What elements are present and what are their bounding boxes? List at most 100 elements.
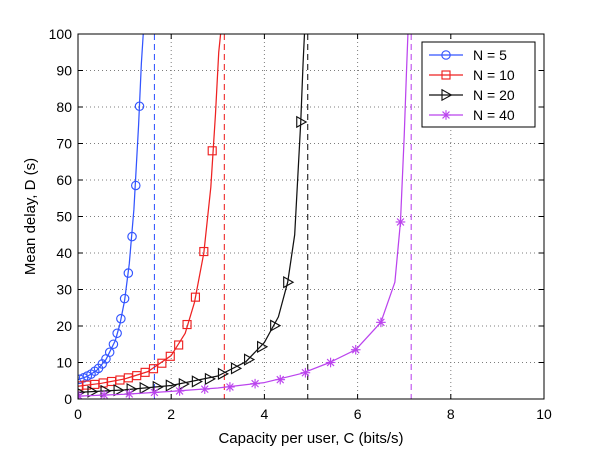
- curve-n-20: [78, 34, 306, 394]
- series-n-20: [78, 34, 309, 399]
- data-point-n-10-10: [148, 364, 159, 374]
- data-point-n-10-12-shape: [165, 351, 175, 361]
- y-tick-label: 20: [56, 318, 72, 334]
- series-n-5: [78, 34, 155, 399]
- data-point-n-10-11-shape: [157, 358, 167, 368]
- data-point-n-40-8-stroke-d2: [251, 379, 259, 388]
- legend-marker-n-20-shape: [441, 88, 453, 102]
- data-point-n-5-11-shape: [112, 328, 122, 339]
- data-point-n-10-15-shape: [190, 292, 201, 302]
- x-tick-label: 10: [536, 406, 552, 422]
- data-point-n-40-2: [99, 390, 109, 399]
- data-point-n-5-17-shape: [134, 101, 145, 112]
- data-point-n-5-14-shape: [123, 268, 134, 278]
- data-point-n-10-10-shape: [148, 364, 159, 374]
- data-point-n-40-14: [395, 217, 406, 227]
- series-layer: [78, 34, 412, 399]
- legend-marker-n-40: [441, 110, 451, 120]
- data-point-n-20-13-shape: [230, 362, 243, 375]
- data-point-n-5-12-shape: [116, 313, 126, 324]
- data-point-n-10-17: [207, 146, 217, 156]
- data-point-n-10-13-shape: [174, 340, 184, 350]
- data-point-n-5-11: [112, 328, 122, 339]
- data-point-n-5-12: [116, 313, 126, 324]
- data-point-n-20-15-shape: [257, 340, 269, 353]
- x-tick-label: 0: [74, 406, 82, 422]
- data-point-n-20-14: [243, 353, 256, 366]
- data-point-n-10-11: [157, 358, 167, 368]
- data-point-n-20-12-shape: [217, 367, 230, 380]
- y-tick-label: 60: [56, 172, 72, 188]
- data-point-n-10-17-shape: [207, 146, 217, 156]
- y-tick-label: 30: [56, 282, 72, 298]
- y-tick-label: 50: [56, 209, 72, 225]
- data-point-n-20-9-shape: [178, 377, 190, 391]
- data-point-n-20-11-shape: [204, 372, 216, 386]
- data-point-n-20-11: [204, 372, 216, 386]
- data-point-n-20-18: [296, 115, 308, 129]
- data-point-n-40-5: [174, 386, 185, 396]
- data-point-n-20-13: [230, 362, 243, 375]
- data-point-n-40-11: [325, 357, 336, 368]
- data-point-n-40-9-stroke-d2: [276, 375, 285, 384]
- data-point-n-5-13-shape: [119, 293, 130, 304]
- data-point-n-5-17: [134, 101, 145, 112]
- data-point-n-5-15: [127, 231, 137, 242]
- data-point-n-20-2: [87, 385, 99, 398]
- data-point-n-40-7-stroke-d2: [226, 383, 234, 391]
- legend-label-n-10: N = 10: [473, 67, 515, 83]
- data-point-n-40-4: [149, 387, 160, 398]
- data-point-n-20-12: [217, 367, 230, 380]
- data-point-n-20-6-shape: [139, 381, 151, 395]
- data-point-n-20-2-shape: [87, 385, 99, 398]
- data-point-n-40-8: [250, 378, 260, 389]
- data-point-n-40-9: [275, 374, 286, 385]
- data-point-n-40-3-stroke-d2: [125, 390, 134, 398]
- data-point-n-20-10-shape: [191, 375, 203, 388]
- data-point-n-20-4-shape: [113, 384, 125, 397]
- data-point-n-40-11-stroke-d2: [326, 358, 335, 367]
- legend-marker-n-40-stroke-d2: [442, 111, 450, 119]
- data-point-n-5-13: [119, 293, 130, 304]
- x-tick-label: 2: [167, 406, 175, 422]
- series-n-40: [78, 34, 412, 399]
- data-point-n-20-16: [270, 319, 282, 332]
- legend-item-n-10: N = 10: [429, 67, 515, 83]
- data-point-n-10-14: [182, 319, 192, 330]
- legend-item-n-20: N = 20: [429, 87, 515, 103]
- data-point-n-5-16-shape: [131, 180, 141, 191]
- data-point-n-5-10-shape: [108, 339, 119, 350]
- y-tick-label: 40: [56, 245, 72, 261]
- data-point-n-40-7: [225, 382, 235, 392]
- curve-n-10: [78, 34, 222, 387]
- data-point-n-40-6: [199, 384, 210, 394]
- x-tick-label: 4: [261, 406, 269, 422]
- data-point-n-5-15-shape: [127, 231, 137, 242]
- data-point-n-10-16-shape: [199, 246, 209, 257]
- data-point-n-20-15: [257, 340, 269, 353]
- y-tick-label: 100: [49, 26, 73, 42]
- data-point-n-20-4: [113, 384, 125, 397]
- legend-label-n-5: N = 5: [473, 47, 507, 63]
- data-point-n-40-12-stroke-d2: [351, 345, 360, 354]
- data-point-n-40-5-stroke-d2: [175, 387, 184, 395]
- legend-item-n-5: N = 5: [429, 47, 507, 63]
- data-point-n-5-14: [123, 268, 134, 278]
- data-point-n-10-15: [190, 292, 201, 302]
- data-point-n-5-10: [108, 339, 119, 350]
- y-tick-label: 70: [56, 136, 72, 152]
- data-point-n-40-13: [376, 317, 386, 328]
- data-point-n-5-9-shape: [104, 347, 115, 358]
- data-point-n-20-16-shape: [270, 319, 282, 332]
- legend-label-n-20: N = 20: [473, 87, 515, 103]
- data-point-n-20-18-shape: [296, 115, 308, 129]
- data-point-n-20-9: [178, 377, 190, 391]
- data-point-n-40-13-stroke-d2: [377, 318, 385, 327]
- data-point-n-10-14-shape: [182, 319, 192, 330]
- legend-box: [421, 41, 536, 128]
- data-point-n-10-16: [199, 246, 209, 257]
- data-point-n-40-2-stroke-d2: [100, 391, 108, 399]
